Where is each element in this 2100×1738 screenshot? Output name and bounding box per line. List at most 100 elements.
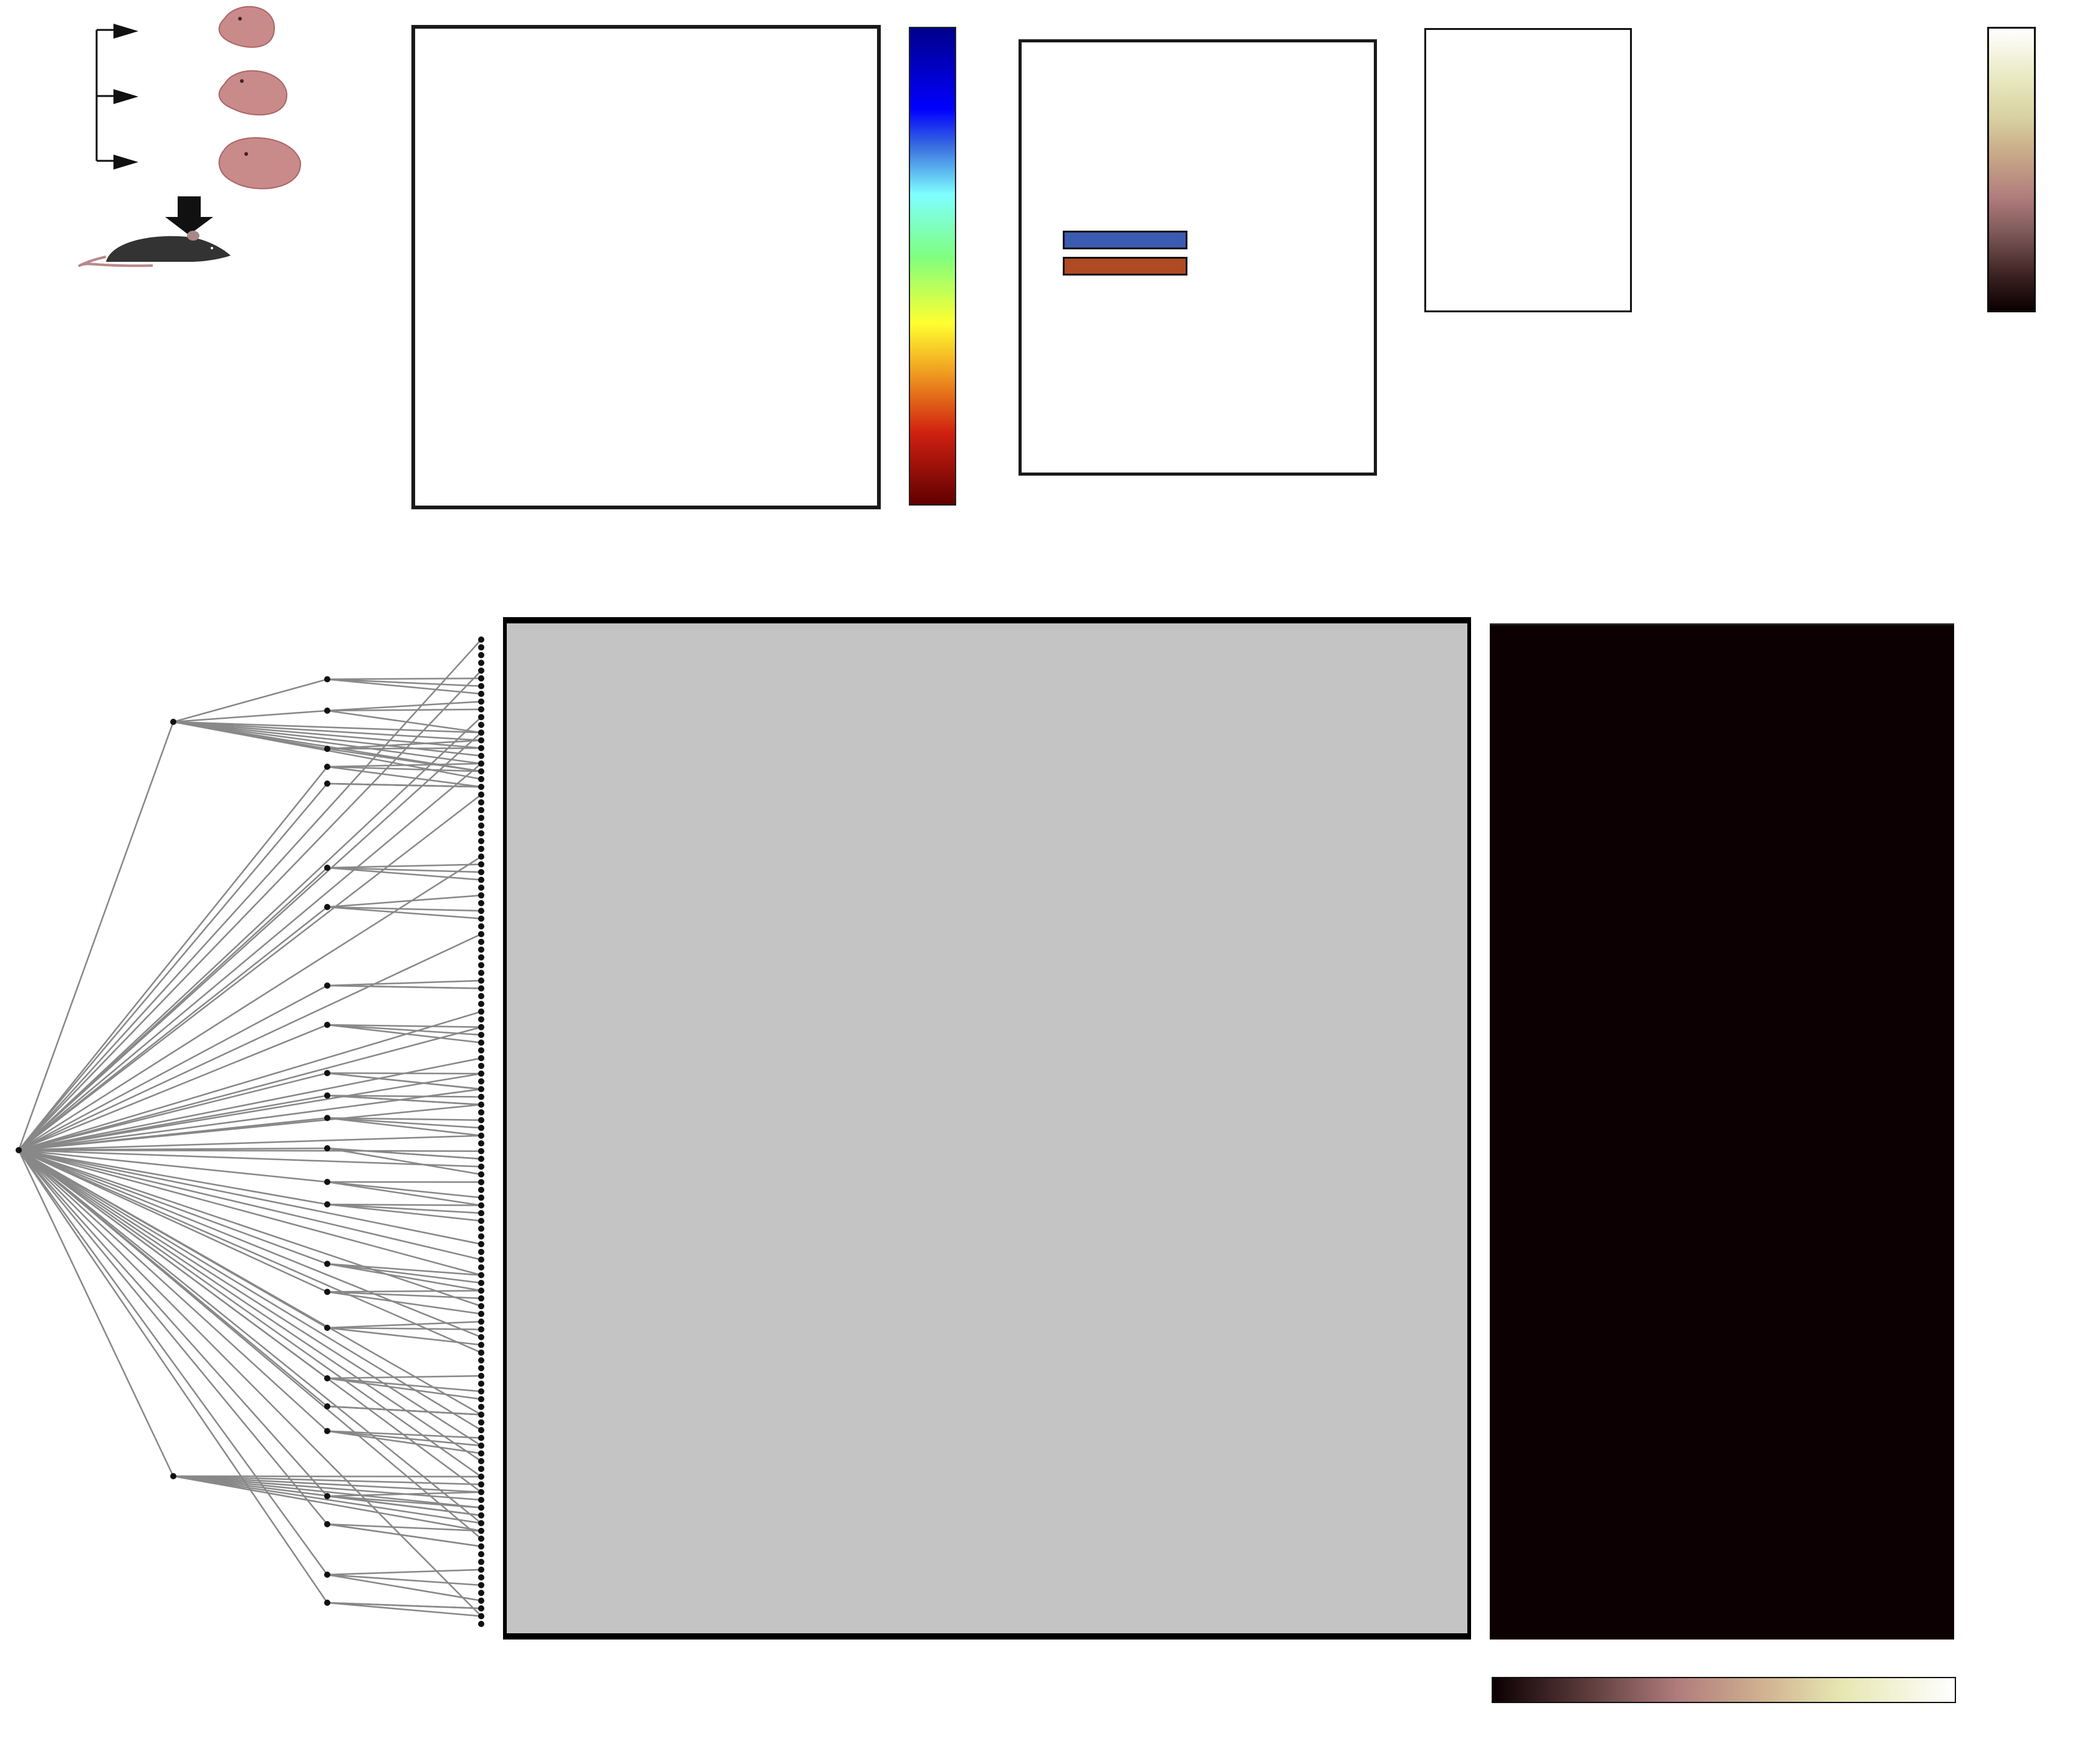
tree-node bbox=[478, 1489, 484, 1496]
tree-node bbox=[478, 900, 484, 906]
tree-edge bbox=[18, 984, 328, 1151]
tree-edge bbox=[18, 670, 482, 1151]
tree-edge bbox=[18, 794, 482, 1151]
embryo-e9-5-icon bbox=[218, 70, 288, 116]
tree-node bbox=[478, 1279, 484, 1286]
tree-edge bbox=[327, 906, 482, 912]
tree-edge bbox=[18, 1149, 482, 1307]
tree-node bbox=[478, 908, 484, 915]
tree-edge bbox=[18, 1026, 482, 1151]
tree-node bbox=[478, 1558, 484, 1565]
tree-edge bbox=[173, 721, 482, 765]
tree-edge bbox=[18, 1103, 482, 1151]
tree-node bbox=[324, 1145, 330, 1151]
tree-node bbox=[478, 1566, 484, 1573]
tree-node bbox=[478, 1295, 484, 1302]
tree-node bbox=[478, 1434, 484, 1441]
tree-edge bbox=[327, 1263, 482, 1284]
tree-edge bbox=[18, 1149, 482, 1431]
tree-node bbox=[478, 1249, 484, 1255]
tree-node bbox=[478, 915, 484, 922]
tree-node bbox=[478, 1186, 484, 1193]
tree-edge bbox=[18, 1149, 482, 1447]
scatter-plot-alleles bbox=[411, 25, 881, 509]
tree-node bbox=[478, 1163, 484, 1170]
tree-edge bbox=[173, 1475, 482, 1524]
tree-node bbox=[478, 845, 484, 852]
tree-edge bbox=[327, 1573, 482, 1587]
pvalue-colorbar bbox=[909, 27, 956, 506]
tree-edge bbox=[18, 1135, 482, 1151]
tree-edge bbox=[327, 1263, 482, 1292]
tree-edge bbox=[173, 1475, 482, 1493]
tree-node bbox=[478, 1411, 484, 1418]
tree-node bbox=[478, 931, 484, 938]
tree-node bbox=[478, 1342, 484, 1348]
lineage-tree bbox=[16, 636, 484, 1627]
fraction-in-tissue-heatmap bbox=[1490, 623, 1954, 1640]
tree-node bbox=[324, 1201, 330, 1207]
tree-edge bbox=[327, 766, 482, 772]
tree-node bbox=[324, 708, 330, 714]
tree-node bbox=[478, 1605, 484, 1612]
tree-node bbox=[478, 868, 484, 875]
tree-edge bbox=[327, 1024, 482, 1028]
dox-timeline-diagram bbox=[78, 6, 302, 267]
tree-edge bbox=[18, 1149, 482, 1152]
tree-node bbox=[478, 1217, 484, 1224]
tree-node bbox=[478, 1333, 484, 1340]
tree-node bbox=[324, 780, 330, 787]
tree-node bbox=[478, 1024, 484, 1030]
tree-node bbox=[478, 1473, 484, 1480]
tree-edge bbox=[17, 1150, 328, 1575]
tree-edge bbox=[327, 1181, 482, 1206]
tree-edge bbox=[173, 1475, 482, 1486]
tree-node bbox=[478, 1582, 484, 1588]
tree-node bbox=[478, 683, 484, 689]
tree-node bbox=[478, 1349, 484, 1356]
tree-edge bbox=[327, 867, 482, 881]
tree-node bbox=[478, 1621, 484, 1627]
tree-node bbox=[478, 1590, 484, 1596]
tree-node bbox=[324, 904, 330, 910]
tree-edge bbox=[327, 1291, 482, 1315]
tree-edge bbox=[327, 1203, 482, 1222]
tissue-distance-colorbar-ticks bbox=[2045, 27, 2082, 312]
tree-node bbox=[478, 1357, 484, 1364]
tree-node bbox=[478, 737, 484, 744]
mouse-icon bbox=[78, 231, 231, 267]
tree-edge bbox=[327, 708, 482, 712]
tree-node bbox=[478, 954, 484, 961]
tree-edge bbox=[327, 1147, 482, 1160]
tree-node bbox=[478, 1373, 484, 1380]
tree-node bbox=[478, 1225, 484, 1232]
tree-edge bbox=[17, 1150, 175, 1477]
tree-node bbox=[478, 1132, 484, 1139]
tree-node bbox=[324, 865, 330, 871]
tree-edge bbox=[327, 1072, 482, 1090]
tree-node bbox=[170, 1473, 176, 1479]
tree-edge bbox=[18, 1149, 482, 1353]
tree-edge bbox=[18, 1011, 482, 1151]
tree-node bbox=[478, 1086, 484, 1093]
tree-node bbox=[478, 838, 484, 845]
tree-node bbox=[324, 1521, 330, 1527]
tree-node bbox=[478, 1613, 484, 1620]
tree-edge bbox=[18, 856, 482, 1151]
tree-node bbox=[478, 1597, 484, 1604]
tree-node bbox=[478, 1497, 484, 1504]
tree-node bbox=[478, 1179, 484, 1186]
tissue-distance-row-labels bbox=[1321, 28, 1421, 312]
tree-edge bbox=[18, 1149, 482, 1276]
tree-edge bbox=[327, 1117, 482, 1136]
tree-edge bbox=[173, 1475, 482, 1478]
tree-edge bbox=[327, 1430, 482, 1447]
tree-node bbox=[478, 1419, 484, 1426]
fraction-colorbar-ticks bbox=[1492, 1711, 1956, 1736]
tree-node bbox=[478, 1093, 484, 1100]
tree-node bbox=[324, 1600, 330, 1606]
tree-node bbox=[478, 1388, 484, 1395]
tree-node bbox=[478, 768, 484, 775]
tree-node bbox=[478, 760, 484, 767]
tree-edge bbox=[327, 1568, 482, 1576]
